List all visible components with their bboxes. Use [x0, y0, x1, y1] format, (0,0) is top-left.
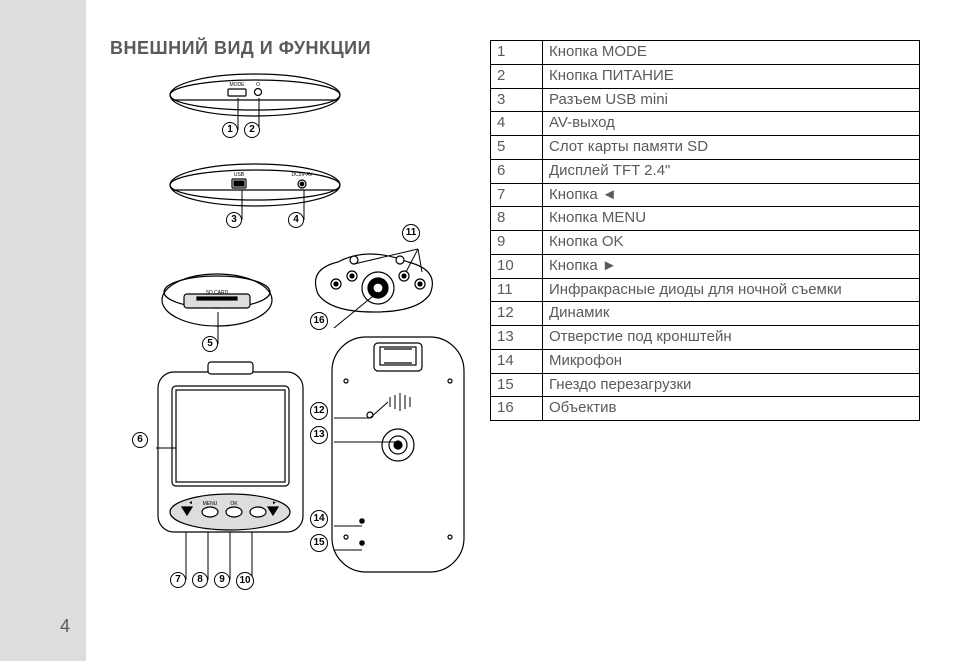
svg-text:SD CARD: SD CARD [206, 290, 229, 296]
parts-table-body: 1Кнопка MODE2Кнопка ПИТАНИЕ3Разъем USB m… [491, 41, 920, 421]
diagram-svg: MODE O USB DC5V-AV [110, 72, 480, 612]
left-margin [0, 0, 86, 661]
part-description: Слот карты памяти SD [543, 136, 920, 160]
svg-text:O: O [256, 82, 260, 88]
part-number: 15 [491, 373, 543, 397]
callout-15: 15 [310, 534, 328, 552]
part-number: 11 [491, 278, 543, 302]
callout-1: 1 [222, 122, 238, 138]
part-description: Кнопка ПИТАНИЕ [543, 64, 920, 88]
table-row: 12Динамик [491, 302, 920, 326]
callout-14: 14 [310, 510, 328, 528]
callout-13: 13 [310, 426, 328, 444]
table-row: 6Дисплей TFT 2.4" [491, 159, 920, 183]
part-description: Кнопка OK [543, 231, 920, 255]
svg-text:►: ► [272, 500, 277, 506]
part-number: 13 [491, 326, 543, 350]
part-description: Кнопка ◄ [543, 183, 920, 207]
table-row: 9Кнопка OK [491, 231, 920, 255]
table-row: 16Объектив [491, 397, 920, 421]
side-view: USB DC5V-AV [170, 164, 340, 206]
svg-text:MODE: MODE [230, 82, 246, 88]
svg-text:◄: ◄ [188, 500, 193, 506]
top-view: MODE O [170, 74, 340, 116]
callout-16: 16 [310, 312, 328, 330]
part-number: 2 [491, 64, 543, 88]
part-description: Кнопка MODE [543, 41, 920, 65]
callout-11: 11 [402, 224, 420, 242]
part-description: Инфракрасные диоды для ночной съемки [543, 278, 920, 302]
table-row: 4AV-выход [491, 112, 920, 136]
table-row: 7Кнопка ◄ [491, 183, 920, 207]
part-number: 7 [491, 183, 543, 207]
callout-7: 7 [170, 572, 186, 588]
svg-text:USB: USB [234, 172, 245, 178]
svg-text:MENU: MENU [203, 501, 218, 507]
part-number: 5 [491, 136, 543, 160]
front-view [316, 254, 433, 312]
callout-2: 2 [244, 122, 260, 138]
part-number: 3 [491, 88, 543, 112]
part-description: Отверстие под кронштейн [543, 326, 920, 350]
part-number: 14 [491, 349, 543, 373]
part-description: Разъем USB mini [543, 88, 920, 112]
part-description: Кнопка ► [543, 254, 920, 278]
table-row: 15Гнездо перезагрузки [491, 373, 920, 397]
table-row: 2Кнопка ПИТАНИЕ [491, 64, 920, 88]
callout-3: 3 [226, 212, 242, 228]
page: 4 ВНЕШНИЙ ВИД И ФУНКЦИИ 1Кнопка MODE2Кно… [0, 0, 954, 661]
part-number: 1 [491, 41, 543, 65]
back-view [332, 337, 464, 572]
parts-table: 1Кнопка MODE2Кнопка ПИТАНИЕ3Разъем USB m… [490, 40, 920, 421]
page-number: 4 [60, 616, 70, 637]
part-number: 4 [491, 112, 543, 136]
part-description: AV-выход [543, 112, 920, 136]
part-description: Динамик [543, 302, 920, 326]
part-description: Микрофон [543, 349, 920, 373]
screen-view: ◄ MENU OK ► [158, 362, 303, 532]
part-number: 6 [491, 159, 543, 183]
part-number: 12 [491, 302, 543, 326]
part-description: Гнездо перезагрузки [543, 373, 920, 397]
table-row: 13Отверстие под кронштейн [491, 326, 920, 350]
table-row: 10Кнопка ► [491, 254, 920, 278]
callout-9: 9 [214, 572, 230, 588]
section-title: ВНЕШНИЙ ВИД И ФУНКЦИИ [110, 38, 371, 59]
part-description: Кнопка MENU [543, 207, 920, 231]
callout-6: 6 [132, 432, 148, 448]
part-number: 9 [491, 231, 543, 255]
svg-text:DC5V-AV: DC5V-AV [291, 172, 313, 178]
table-row: 1Кнопка MODE [491, 41, 920, 65]
table-row: 5Слот карты памяти SD [491, 136, 920, 160]
device-diagram: MODE O USB DC5V-AV [110, 72, 480, 612]
callout-4: 4 [288, 212, 304, 228]
part-description: Дисплей TFT 2.4" [543, 159, 920, 183]
part-number: 16 [491, 397, 543, 421]
callout-5: 5 [202, 336, 218, 352]
part-number: 8 [491, 207, 543, 231]
table-row: 8Кнопка MENU [491, 207, 920, 231]
part-description: Объектив [543, 397, 920, 421]
table-row: 14Микрофон [491, 349, 920, 373]
sd-view: SD CARD [162, 274, 272, 326]
table-row: 3Разъем USB mini [491, 88, 920, 112]
callout-10: 10 [236, 572, 254, 590]
callout-8: 8 [192, 572, 208, 588]
table-row: 11Инфракрасные диоды для ночной съемки [491, 278, 920, 302]
callout-12: 12 [310, 402, 328, 420]
part-number: 10 [491, 254, 543, 278]
svg-text:OK: OK [230, 501, 238, 507]
